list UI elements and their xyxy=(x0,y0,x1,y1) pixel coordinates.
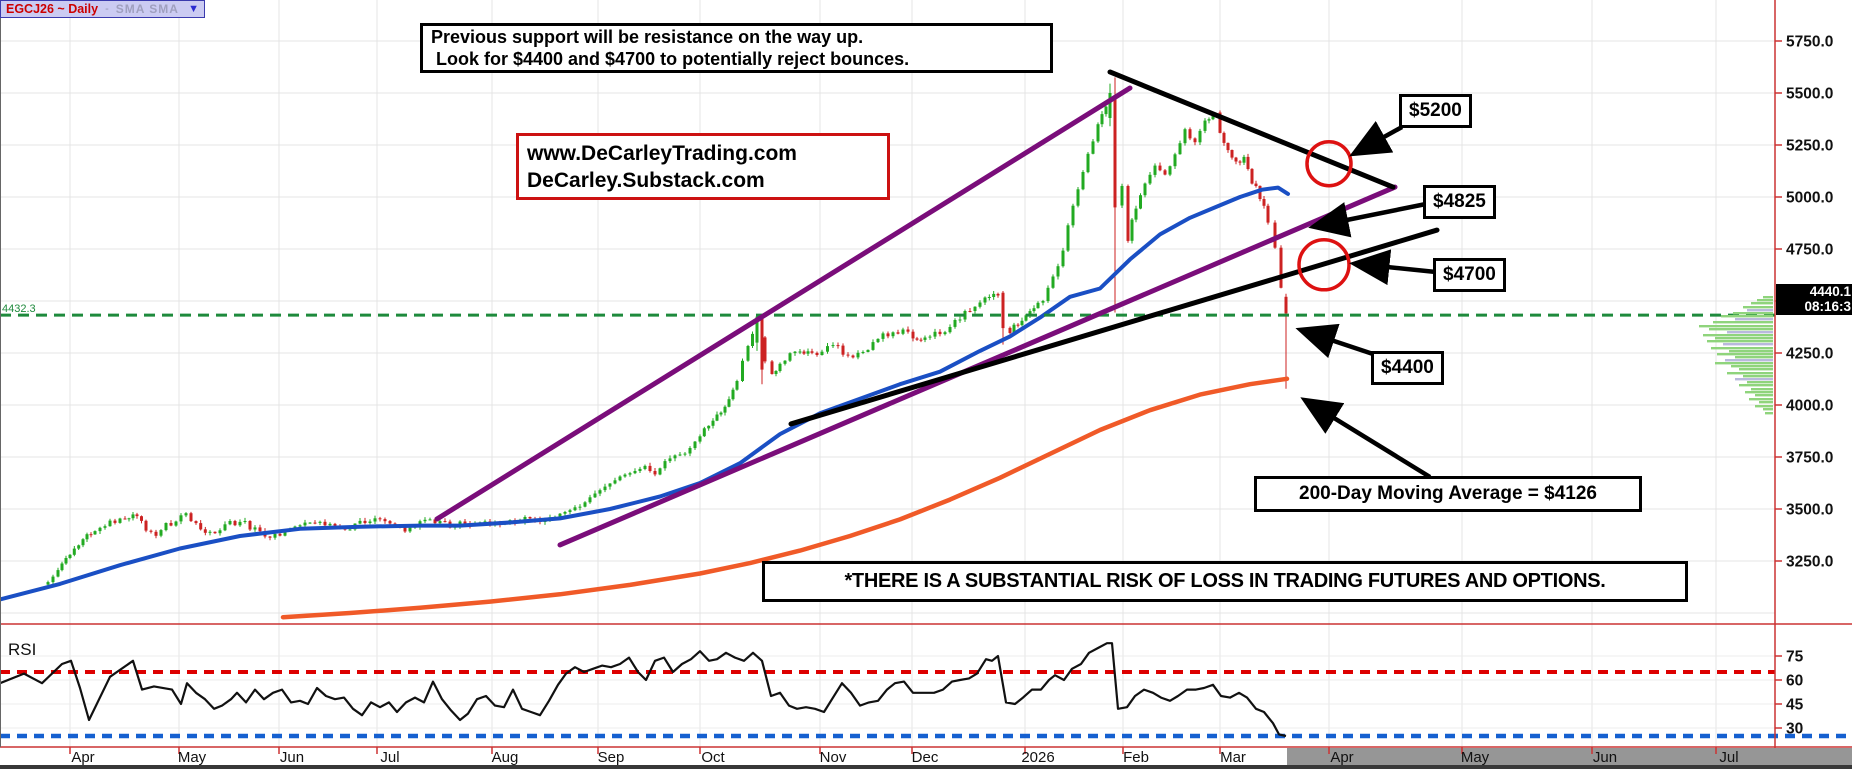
quote-separator: - xyxy=(105,3,109,15)
y-tick-label: 5000.0 xyxy=(1786,190,1833,207)
last-price-badge: 4440.1 08:16:3 xyxy=(1776,284,1852,315)
x-tick-label: Aug xyxy=(492,749,519,766)
rsi-tick-label: 30 xyxy=(1786,721,1803,738)
x-tick-label: Jun xyxy=(280,749,304,766)
rsi-panel-label: RSI xyxy=(8,640,37,659)
x-tick-label: 2026 xyxy=(1021,749,1054,766)
y-tick-label: 3250.0 xyxy=(1786,554,1833,571)
y-tick-label: 5500.0 xyxy=(1786,86,1833,103)
rsi-tick-label: 45 xyxy=(1786,697,1804,714)
y-tick-label: 3500.0 xyxy=(1786,502,1833,519)
rsi-line xyxy=(0,642,1287,738)
resistance-circle-1 xyxy=(1305,139,1353,188)
price-callout-5200: $5200 xyxy=(1399,94,1472,128)
analysis-note-box: Previous support will be resistance on t… xyxy=(420,23,1053,73)
symbol-label: EGCJ26 ~ Daily xyxy=(6,2,99,16)
y-tick-label: 4250.0 xyxy=(1786,346,1833,363)
price-callout-4700: $4700 xyxy=(1433,258,1506,292)
indicator-labels[interactable]: SMA SMA xyxy=(115,2,179,16)
trendlines[interactable] xyxy=(434,69,1440,548)
chevron-down-icon[interactable]: ▼ xyxy=(188,2,199,15)
candlestick-series xyxy=(46,77,1288,587)
x-tick-label: Apr xyxy=(71,749,94,766)
x-tick-label: Oct xyxy=(701,749,725,766)
symbol-quote-bar[interactable]: EGCJ26 ~ Daily - SMA SMA ▼ xyxy=(0,0,205,18)
price-line-value-label: 4432.3 xyxy=(2,303,36,315)
y-tick-label: 4000.0 xyxy=(1786,398,1833,415)
last-price-time: 08:16:3 xyxy=(1804,298,1851,314)
x-axis[interactable]: Apr May Jun Jul Aug Sep Oct Nov Dec 2026 Feb Mar Apr… xyxy=(69,747,1739,766)
x-tick-label: Nov xyxy=(820,749,847,766)
x-tick-label: Jun xyxy=(1593,749,1617,766)
y-tick-label: 4750.0 xyxy=(1786,242,1833,259)
price-callout-4400: $4400 xyxy=(1371,351,1444,385)
bottom-scrollbar[interactable] xyxy=(0,765,1852,769)
sma-orange-200 xyxy=(280,376,1290,620)
x-tick-label: Sep xyxy=(598,749,625,766)
resistance-circle-2 xyxy=(1297,238,1351,292)
risk-disclaimer: *THERE IS A SUBSTANTIAL RISK OF LOSS IN … xyxy=(762,561,1688,602)
x-tick-label: Jul xyxy=(380,749,399,766)
y-tick-label: 5750.0 xyxy=(1786,34,1833,51)
analysis-note-line2: Look for $4400 and $4700 to potentially … xyxy=(431,49,910,69)
black-resistance xyxy=(1107,69,1396,190)
volume-profile xyxy=(1699,296,1773,415)
rsi-tick-label: 60 xyxy=(1786,673,1803,690)
y-axis[interactable]: 5750.05500.05250.05000.04750.04500.04250… xyxy=(1775,34,1833,738)
x-tick-label: Feb xyxy=(1123,749,1149,766)
brand-url-2: DeCarley.Substack.com xyxy=(527,168,765,192)
price-callout-4825: $4825 xyxy=(1423,185,1496,219)
x-tick-label: Dec xyxy=(912,749,939,766)
x-tick-label: Mar xyxy=(1220,749,1246,766)
black-support xyxy=(788,227,1440,427)
x-tick-label: Apr xyxy=(1330,749,1353,766)
ma200-callout: 200-Day Moving Average = $4126 xyxy=(1254,476,1642,512)
analysis-note-line1: Previous support will be resistance on t… xyxy=(431,27,864,47)
xaxis-future-zone xyxy=(1287,748,1852,769)
brand-box: www.DeCarleyTrading.com DeCarley.Substac… xyxy=(516,133,890,200)
y-tick-label: 3750.0 xyxy=(1786,450,1833,467)
gridlines xyxy=(0,0,1775,747)
rsi-tick-label: 75 xyxy=(1786,649,1804,666)
x-tick-label: May xyxy=(178,749,207,766)
x-tick-label: May xyxy=(1461,749,1490,766)
purple-channel-upper xyxy=(434,85,1133,522)
brand-url-1: www.DeCarleyTrading.com xyxy=(527,141,797,165)
callout-arrows xyxy=(1295,120,1437,479)
y-tick-label: 5250.0 xyxy=(1786,138,1833,155)
x-tick-label: Jul xyxy=(1719,749,1738,766)
last-price-value: 4440.1 xyxy=(1809,284,1851,299)
